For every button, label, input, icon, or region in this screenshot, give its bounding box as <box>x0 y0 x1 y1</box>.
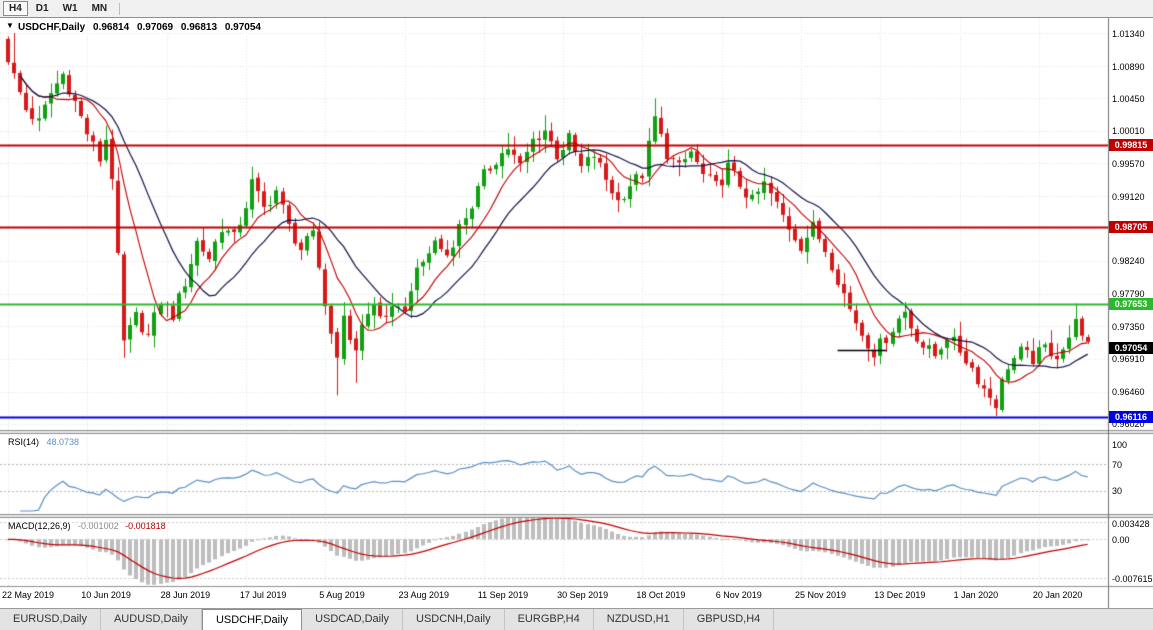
chart-tab-bar: EURUSD,Daily AUDUSD,Daily USDCHF,Daily USDC… <box>0 608 1153 630</box>
chart-tab-eurgbp[interactable]: EURGBP,H4 <box>504 609 594 630</box>
timeframe-button-d1[interactable]: D1 <box>35 3 49 14</box>
timeframe-button-w1[interactable]: W1 <box>62 3 78 14</box>
chart-tab-gbpusd[interactable]: GBPUSD,H4 <box>683 609 775 630</box>
timeframe-toolbar: H4 D1 W1 MN <box>0 0 1153 18</box>
chart-tab-usdchf[interactable]: USDCHF,Daily <box>201 609 303 630</box>
chart-tab-usdcad[interactable]: USDCAD,Daily <box>302 609 404 630</box>
toolbar-separator <box>119 2 121 15</box>
chart-tab-usdcnh[interactable]: USDCNH,Daily <box>403 609 505 630</box>
chart-tab-eurusd[interactable]: EURUSD,Daily <box>0 609 101 630</box>
chart-tab-audusd[interactable]: AUDUSD,Daily <box>100 609 202 630</box>
timeframe-button-h4[interactable]: H4 <box>3 1 28 16</box>
timeframe-button-mn[interactable]: MN <box>91 3 108 14</box>
chart-tab-nzdusd[interactable]: NZDUSD,H1 <box>593 609 684 630</box>
